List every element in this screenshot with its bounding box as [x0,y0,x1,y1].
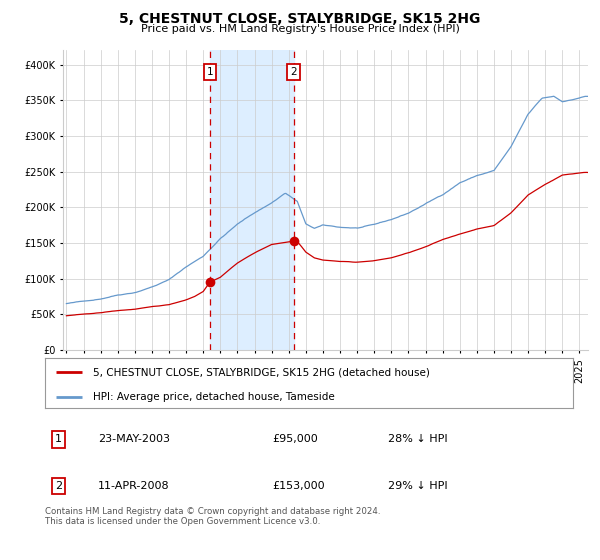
Text: 29% ↓ HPI: 29% ↓ HPI [388,481,448,491]
Text: 1: 1 [206,67,213,77]
Text: Contains HM Land Registry data © Crown copyright and database right 2024.
This d: Contains HM Land Registry data © Crown c… [45,507,380,526]
Text: 1: 1 [55,435,62,445]
Text: £153,000: £153,000 [272,481,325,491]
Text: Price paid vs. HM Land Registry's House Price Index (HPI): Price paid vs. HM Land Registry's House … [140,24,460,34]
Text: £95,000: £95,000 [272,435,318,445]
Bar [210,50,293,350]
Text: HPI: Average price, detached house, Tameside: HPI: Average price, detached house, Tame… [92,392,334,402]
Text: 23-MAY-2003: 23-MAY-2003 [98,435,170,445]
Text: 2: 2 [290,67,297,77]
Text: 5, CHESTNUT CLOSE, STALYBRIDGE, SK15 2HG: 5, CHESTNUT CLOSE, STALYBRIDGE, SK15 2HG [119,12,481,26]
Text: 11-APR-2008: 11-APR-2008 [98,481,169,491]
Text: 28% ↓ HPI: 28% ↓ HPI [388,435,448,445]
Text: 5, CHESTNUT CLOSE, STALYBRIDGE, SK15 2HG (detached house): 5, CHESTNUT CLOSE, STALYBRIDGE, SK15 2HG… [92,367,430,377]
Text: 2: 2 [55,481,62,491]
